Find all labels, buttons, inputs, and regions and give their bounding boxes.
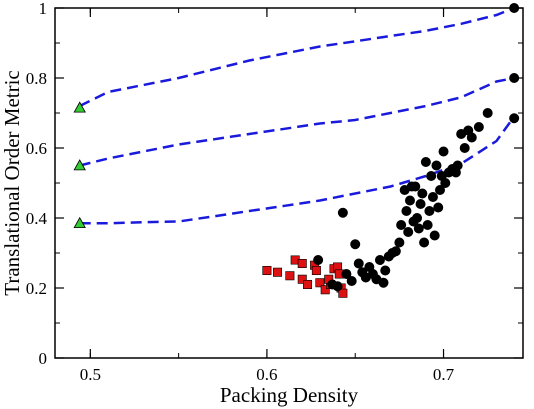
square-point-9	[311, 265, 321, 275]
y-tick-label: 0	[39, 349, 48, 368]
circle-point-33	[419, 237, 430, 248]
circle-point-38	[427, 192, 438, 202]
circle-point-40	[431, 160, 442, 171]
circle-point-19	[390, 246, 401, 257]
circle-point-20	[394, 237, 405, 248]
triangle-point-3	[73, 216, 86, 229]
circle-point-44	[438, 146, 449, 157]
circle-point-34	[420, 157, 431, 167]
circle-point-49	[452, 160, 463, 171]
x-axis-label: Packing Density	[220, 383, 359, 407]
circle-point-7	[350, 239, 361, 250]
y-tick-label: 0.6	[26, 139, 47, 158]
circle-point-5	[341, 269, 352, 279]
circle-point-45	[440, 178, 451, 188]
circle-point-41	[433, 202, 444, 213]
circle-point-23	[401, 206, 412, 216]
circle-point-21	[396, 220, 407, 230]
square-point-17	[338, 288, 348, 298]
square-point-1	[262, 265, 272, 275]
circle-point-4	[337, 207, 348, 218]
square-point-7	[303, 279, 313, 289]
circle-point-15	[378, 277, 389, 288]
square-point-6	[297, 274, 307, 284]
square-point-10	[315, 278, 325, 288]
triangle-point-2	[73, 159, 86, 171]
circle-point-29	[412, 213, 423, 223]
circle-point-14	[374, 255, 385, 265]
square-point-11	[320, 285, 330, 295]
square-point-2	[273, 267, 283, 277]
y-axis-label: Translational Order Metric	[0, 70, 24, 296]
circle-point-3	[332, 281, 343, 292]
circle-point-36	[424, 206, 435, 216]
circle-point-56	[509, 113, 520, 124]
circle-point-55	[482, 108, 493, 118]
circle-point-1	[313, 255, 324, 265]
circle-point-51	[459, 143, 470, 153]
plot-content	[73, 3, 520, 298]
triangle-point-1	[73, 101, 86, 113]
circle-point-28	[410, 181, 421, 192]
x-tick-label: 0.7	[433, 365, 455, 384]
plot-frame	[54, 7, 524, 359]
circle-point-30	[413, 223, 424, 234]
y-tick-label: 0.2	[26, 279, 47, 298]
circle-point-37	[426, 171, 437, 181]
circle-point-6	[346, 276, 357, 286]
circle-point-54	[473, 122, 484, 132]
circle-point-25	[404, 195, 415, 206]
circle-point-31	[415, 199, 426, 209]
x-tick-label: 0.6	[256, 365, 277, 384]
axis-ticks: 0.5 0.6 0.7 0 0.2 0.4 0.6 0.8 1	[26, 0, 523, 384]
circle-point-35	[422, 220, 433, 230]
square-point-3	[285, 271, 295, 281]
circle-point-16	[380, 265, 391, 276]
circle-point-8	[353, 258, 364, 269]
circle-point-39	[429, 230, 440, 241]
y-tick-label: 0.4	[26, 209, 48, 228]
circle-point-42	[434, 185, 445, 195]
dashed-line-2	[79, 76, 515, 167]
circle-point-53	[466, 132, 477, 143]
circle-point-32	[417, 188, 428, 199]
x-tick-label: 0.5	[80, 365, 101, 384]
square-point-5	[297, 258, 307, 268]
y-tick-label: 0.8	[26, 69, 47, 88]
dashed-line-1	[79, 6, 515, 108]
y-tick-label: 1	[39, 0, 48, 18]
circle-point-24	[403, 227, 414, 237]
